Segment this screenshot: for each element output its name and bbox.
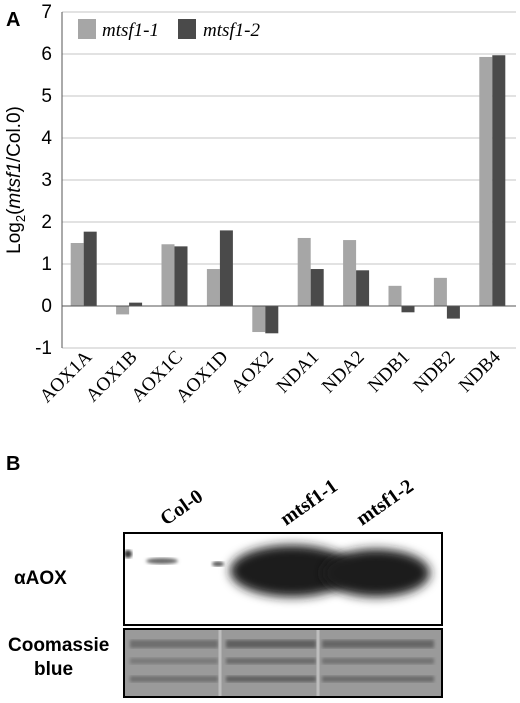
panel-a-label: A (6, 9, 20, 31)
lane-label-mtsf1-1: mtsf1-1 (276, 475, 341, 530)
bar-mtsf1-1-ndb1 (388, 285, 402, 306)
lane-label-mtsf1-2: mtsf1-2 (352, 475, 417, 530)
x-category-label: AOX2 (227, 347, 278, 398)
blue-label: blue (34, 659, 73, 680)
bar-mtsf1-1-aox1c (161, 244, 175, 306)
bar-mtsf1-1-aox1a (70, 243, 84, 306)
bar-mtsf1-2-aox1d (219, 230, 233, 306)
x-category-label: NDB1 (364, 347, 414, 397)
y-tick-label: 3 (41, 170, 52, 191)
ylabel-subscript: 2 (13, 215, 28, 222)
bar-mtsf1-1-nda2 (343, 240, 357, 306)
ylabel-italic: mtsf1 (4, 162, 25, 208)
bar-mtsf1-2-aox1a (83, 231, 97, 306)
legend-swatch-mtsf1-2 (178, 19, 196, 39)
ylabel-open: ( (4, 208, 25, 215)
bar-mtsf1-1-aox1b (116, 306, 130, 315)
y-tick-label: 2 (41, 212, 52, 233)
bar-mtsf1-2-nda1 (310, 269, 324, 306)
y-tick-label: 7 (41, 2, 52, 23)
alpha-aox-label: αAOX (14, 568, 67, 589)
bar-mtsf1-2-aox1b (129, 302, 143, 306)
legend-swatch-mtsf1-1 (78, 19, 96, 39)
panel-b-label: B (6, 453, 20, 475)
svg-text:Log2(mtsf1/Col.0): Log2(mtsf1/Col.0) (4, 106, 28, 254)
x-category-label: NDA1 (273, 347, 324, 398)
ylabel-rest: /Col.0) (4, 106, 25, 162)
legend: mtsf1-1 mtsf1-2 (78, 19, 261, 41)
bar-mtsf1-2-ndb2 (446, 306, 460, 319)
bar-mtsf1-1-ndb2 (433, 277, 447, 306)
gridlines (62, 11, 516, 349)
coomassie-stain-image (123, 628, 443, 698)
x-category-labels: AOX1AAOX1BAOX1CAOX1DAOX2NDA1NDA2NDB1NDB2… (36, 346, 505, 407)
bar-mtsf1-2-ndb4 (492, 55, 506, 307)
bar-mtsf1-1-ndb4 (479, 56, 493, 306)
y-axis-label: Log2(mtsf1/Col.0) (4, 106, 28, 254)
x-category-label: NDB4 (455, 346, 505, 396)
lane-label-col-0: Col-0 (156, 485, 207, 530)
x-category-label: NDB2 (409, 347, 459, 397)
bar-mtsf1-1-aox2 (252, 306, 266, 333)
bars (70, 55, 506, 334)
y-tick-label: -1 (35, 338, 52, 359)
y-tick-labels: -1 0 1 2 3 4 5 6 7 (35, 2, 52, 359)
ylabel-prefix: Log (4, 222, 25, 254)
western-blot-image (123, 532, 443, 626)
bar-mtsf1-2-aox1c (174, 246, 188, 306)
bar-mtsf1-2-ndb1 (401, 306, 415, 313)
y-tick-label: 4 (41, 128, 52, 149)
x-category-label: NDA2 (318, 347, 369, 398)
legend-label-mtsf1-1: mtsf1-1 (102, 20, 159, 41)
bar-mtsf1-2-aox2 (265, 306, 279, 334)
y-tick-label: 0 (41, 296, 52, 317)
y-tick-label: 1 (41, 254, 52, 275)
legend-label-mtsf1-2: mtsf1-2 (203, 20, 261, 41)
coomassie-label: Coomassie (8, 635, 109, 656)
y-tick-label: 6 (41, 44, 52, 65)
bar-mtsf1-1-aox1d (206, 269, 220, 306)
bar-mtsf1-1-nda1 (297, 237, 311, 306)
y-tick-label: 5 (41, 86, 52, 107)
bar-mtsf1-2-nda2 (356, 270, 370, 306)
